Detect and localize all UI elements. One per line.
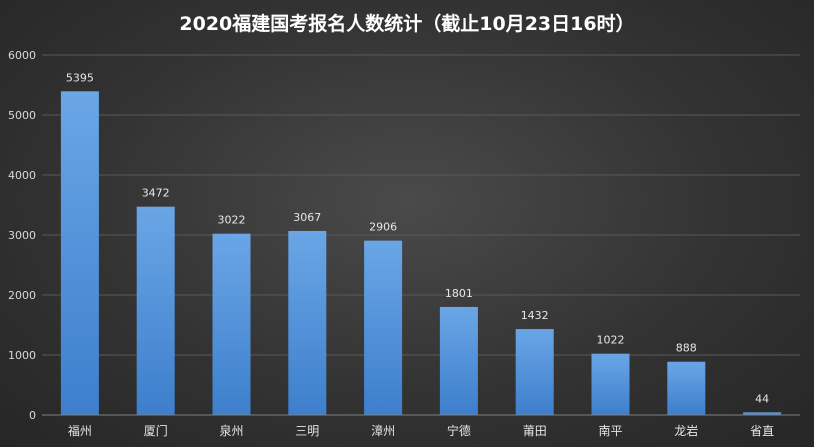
data-label: 1801 [445, 287, 473, 300]
y-tick-label: 1000 [8, 349, 36, 362]
bar [743, 412, 782, 415]
bar [364, 240, 403, 415]
bar [136, 206, 175, 415]
bar [212, 233, 251, 415]
data-label: 2906 [369, 221, 397, 234]
category-label: 福州 [68, 423, 92, 438]
y-tick-label: 5000 [8, 109, 36, 122]
data-label: 5395 [66, 71, 94, 84]
bar [60, 91, 99, 416]
y-tick-label: 0 [29, 409, 36, 422]
category-label: 厦门 [144, 423, 168, 438]
bar [288, 230, 327, 415]
bar [439, 306, 478, 415]
data-label: 888 [676, 342, 697, 355]
y-tick-label: 6000 [8, 49, 36, 62]
category-labels: 福州 厦门 泉州 三明 漳州 宁德 莆田 南平 龙岩 省直 [68, 423, 774, 438]
data-labels: 5395 3472 3022 3067 2906 1801 1432 1022 888 44 [66, 71, 769, 405]
category-label: 三明 [295, 424, 319, 438]
data-label: 1022 [597, 334, 625, 347]
data-label: 3067 [293, 211, 321, 224]
bars [60, 91, 782, 416]
y-axis-ticks: 0 1000 2000 3000 4000 5000 6000 [8, 49, 36, 422]
bar [591, 353, 630, 415]
data-label: 1432 [521, 309, 549, 322]
category-label: 宁德 [447, 423, 471, 438]
data-label: 3472 [142, 187, 170, 200]
category-label: 莆田 [523, 424, 547, 438]
chart-title: 2020福建国考报名人数统计（截止10月23日16时） [179, 12, 634, 35]
category-label: 南平 [598, 423, 622, 438]
category-label: 龙岩 [674, 423, 698, 438]
bar [667, 361, 706, 415]
bar [515, 329, 554, 415]
data-label: 3022 [218, 214, 246, 227]
category-label: 漳州 [371, 423, 395, 438]
y-tick-label: 4000 [8, 169, 36, 182]
y-tick-label: 2000 [8, 289, 36, 302]
category-label: 省直 [750, 424, 774, 438]
data-label: 44 [755, 392, 769, 405]
category-label: 泉州 [219, 424, 243, 438]
y-tick-label: 3000 [8, 229, 36, 242]
